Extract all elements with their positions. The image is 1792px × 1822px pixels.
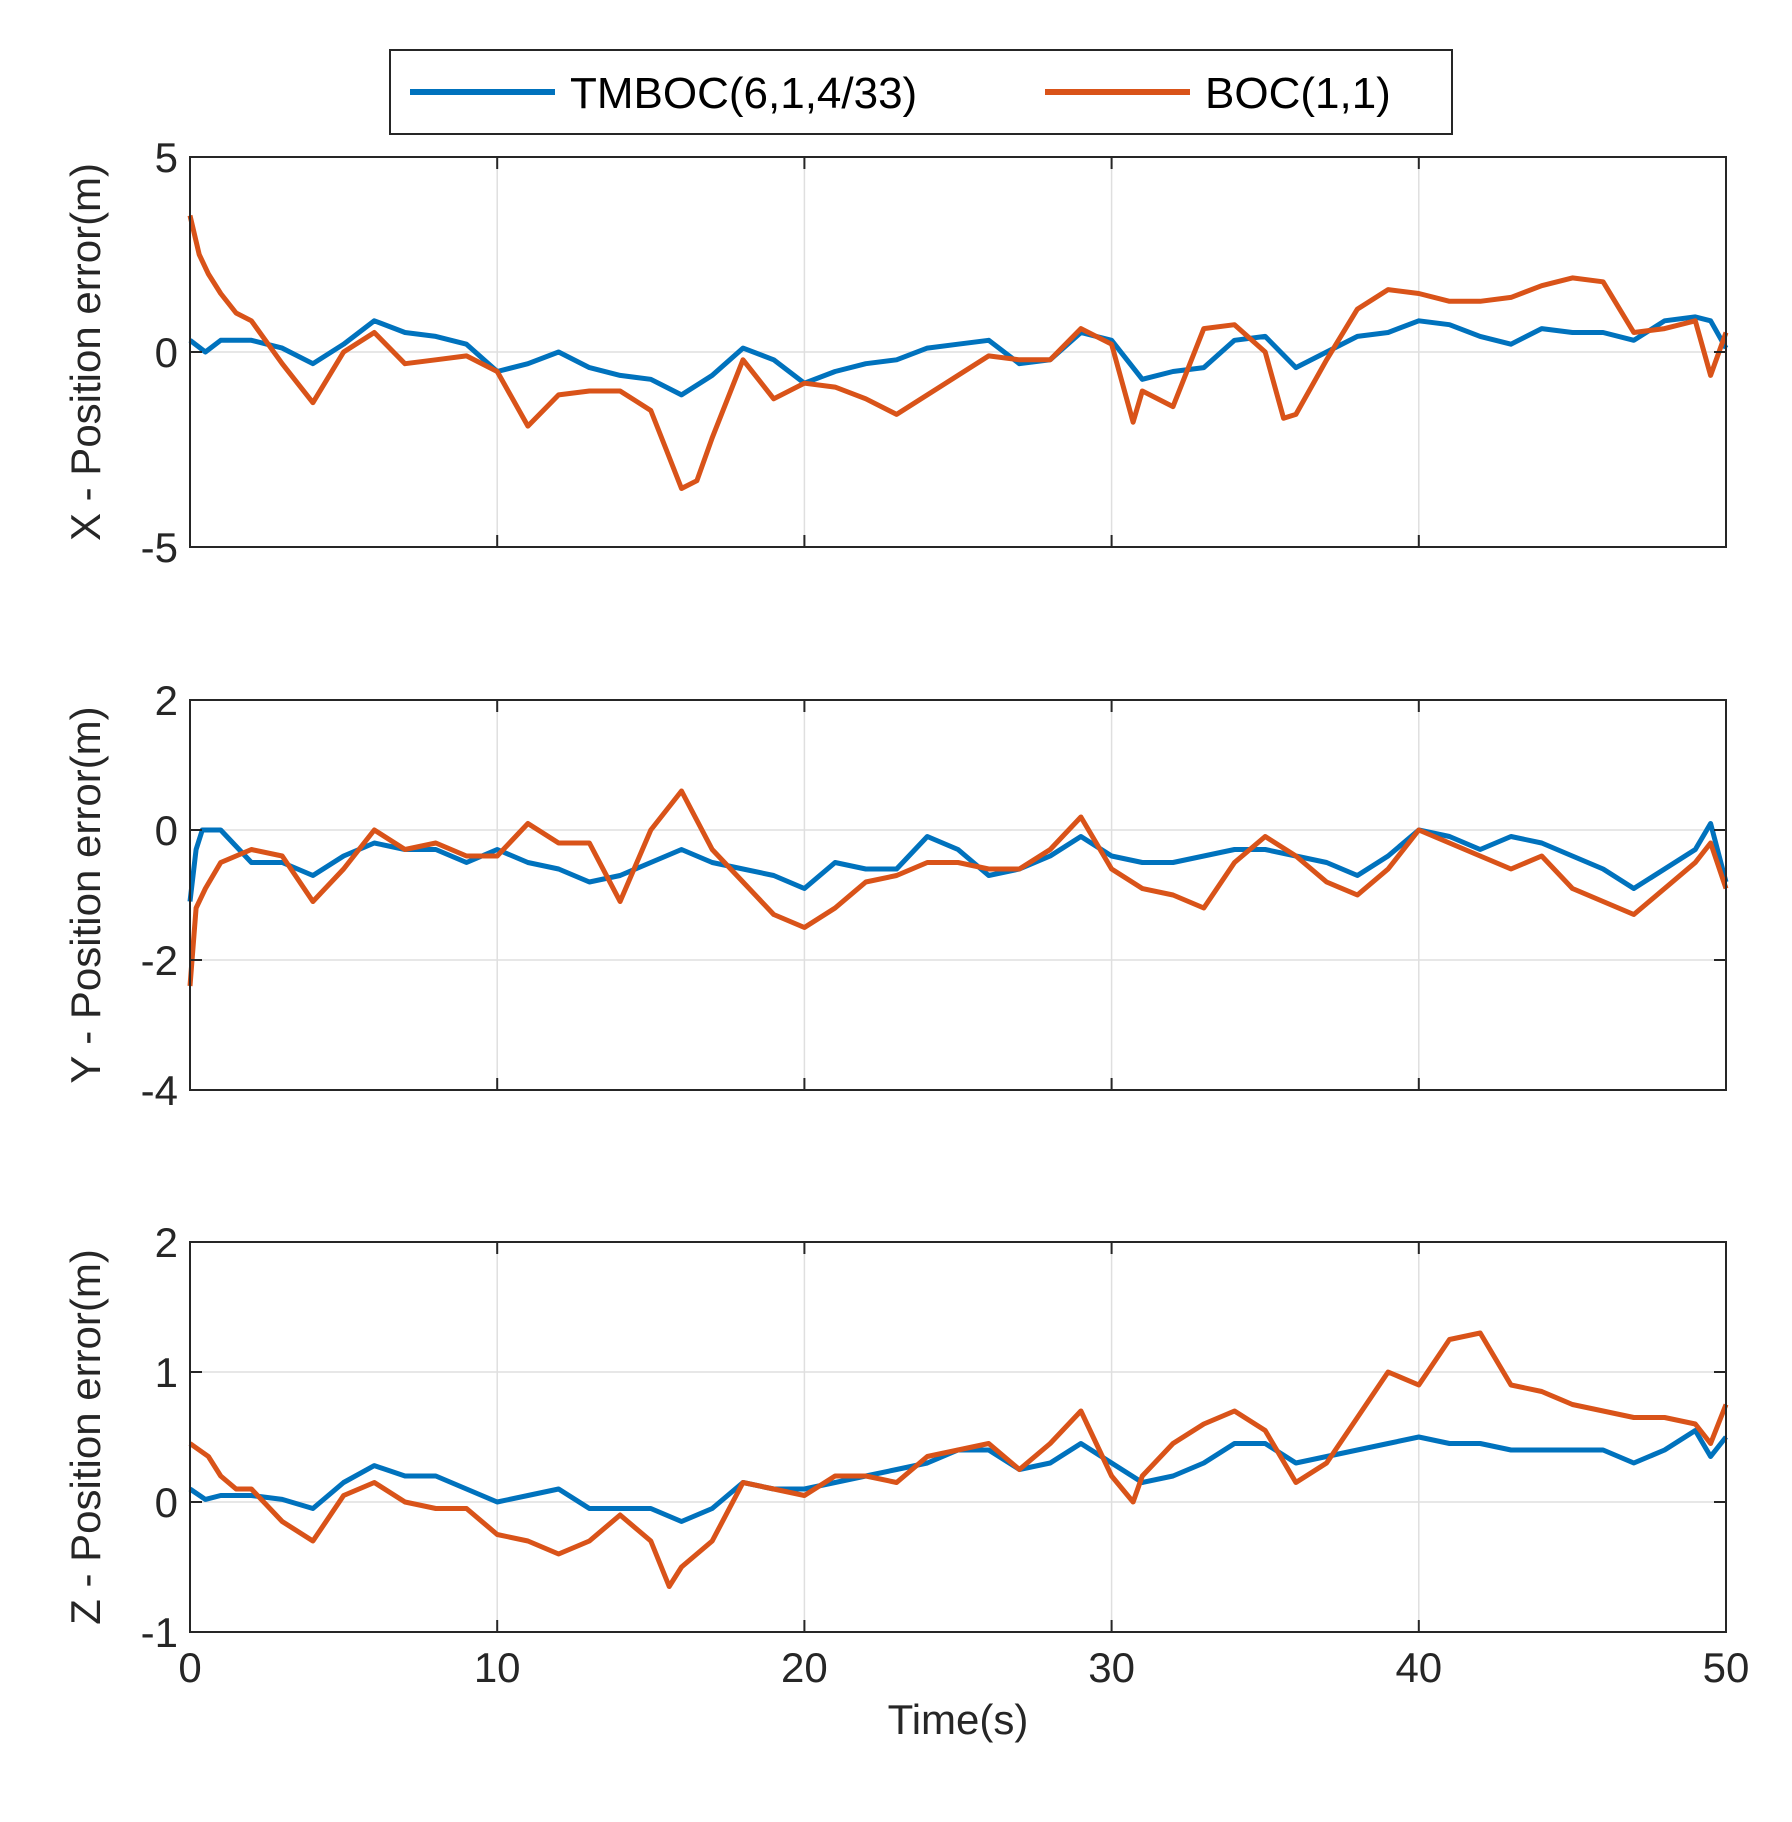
panel0-ytick-label-0: -5 bbox=[141, 524, 178, 571]
panel2-xtick-label-2: 20 bbox=[781, 1644, 828, 1691]
panel1-ylabel: Y - Position error(m) bbox=[62, 706, 109, 1083]
panel0-ytick-label-2: 5 bbox=[155, 134, 178, 181]
panel2-ytick-label-0: -1 bbox=[141, 1609, 178, 1656]
legend: TMBOC(6,1,4/33) BOC(1,1) bbox=[389, 49, 1453, 135]
panel2-xtick-label-4: 40 bbox=[1395, 1644, 1442, 1691]
panel1-axes-box bbox=[189, 699, 1727, 1091]
panel0-series-tmboc bbox=[188, 314, 1729, 398]
panel1-ytick-label-3: 2 bbox=[155, 677, 178, 724]
panel2-axes-box bbox=[189, 1241, 1727, 1633]
panel1-plot-area bbox=[190, 700, 1726, 1090]
panel2-ylabel: Z - Position error(m) bbox=[62, 1249, 109, 1625]
panel2-xtick-label-3: 30 bbox=[1088, 1644, 1135, 1691]
legend-label-tmboc: TMBOC(6,1,4/33) bbox=[570, 69, 917, 118]
x-error-panel: -5 0 5 X - Position error(m) bbox=[62, 134, 1729, 571]
panel2-plot-area bbox=[190, 1242, 1726, 1632]
panel0-series-boc bbox=[187, 214, 1729, 491]
panel2-xtick-label-1: 10 bbox=[474, 1644, 521, 1691]
panel2-series-boc bbox=[188, 1330, 1729, 1589]
panel2-xtick-label-0: 0 bbox=[178, 1644, 201, 1691]
legend-box bbox=[389, 49, 1453, 135]
panel1-ytick-label-1: -2 bbox=[141, 937, 178, 984]
panel2-ytick-label-1: 0 bbox=[155, 1479, 178, 1526]
panel2-xlabel: Time(s) bbox=[888, 1696, 1029, 1743]
panel2-ytick-label-3: 2 bbox=[155, 1219, 178, 1266]
panel1-ytick-label-0: -4 bbox=[141, 1067, 178, 1114]
panel2-ytick-label-2: 1 bbox=[155, 1349, 178, 1396]
panel1-series-boc bbox=[187, 788, 1729, 987]
panel2-xtick-label-5: 50 bbox=[1703, 1644, 1750, 1691]
legend-label-boc: BOC(1,1) bbox=[1205, 69, 1391, 118]
panel0-ylabel: X - Position error(m) bbox=[62, 163, 109, 541]
y-error-panel: -4 -2 0 2 Y - Position error(m) bbox=[62, 677, 1729, 1114]
panel1-ytick-label-2: 0 bbox=[155, 807, 178, 854]
panel0-ytick-label-1: 0 bbox=[155, 329, 178, 376]
